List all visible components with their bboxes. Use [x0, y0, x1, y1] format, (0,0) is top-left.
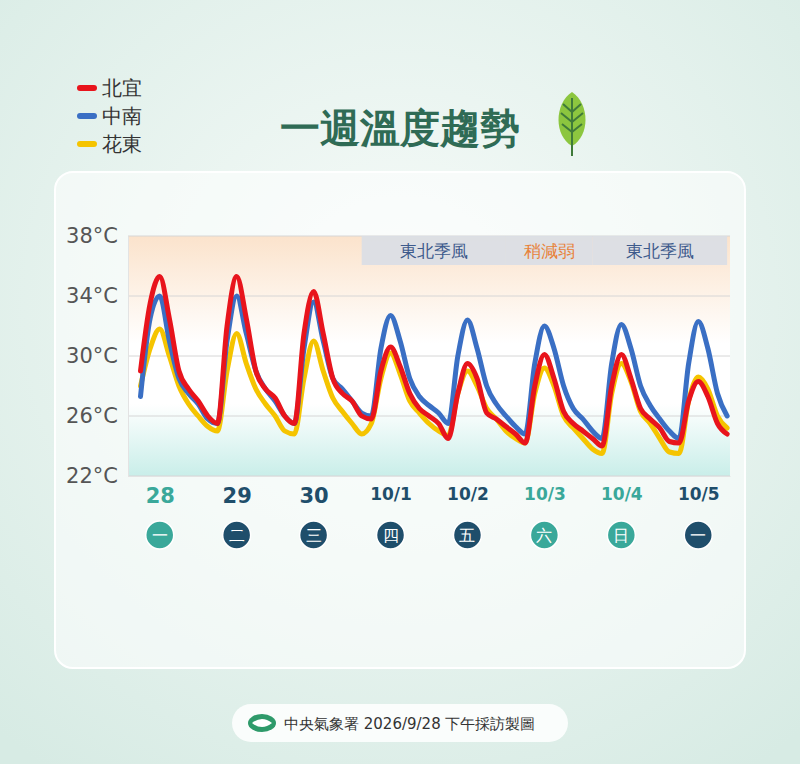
weekday-badge [377, 521, 405, 549]
y-tick-label: 26°C [66, 404, 118, 428]
x-tick-label: 10/2 [447, 484, 489, 504]
background [0, 0, 800, 764]
y-tick-label: 34°C [66, 284, 118, 308]
weekday-badge [453, 521, 481, 549]
weekday-label: 一 [152, 526, 168, 545]
footer-pill [232, 704, 568, 742]
annotation-text: 東北季風 [400, 241, 468, 261]
x-tick-label: 10/3 [524, 484, 566, 504]
weekday-badge [607, 521, 635, 549]
legend-swatch [80, 85, 94, 91]
legend-label: 中南 [102, 104, 142, 128]
title: 一週溫度趨勢 [280, 105, 520, 151]
x-tick: 10/4 [601, 476, 643, 504]
x-tick-label: 10/5 [678, 484, 720, 504]
legend-item: 北宜 [80, 76, 142, 100]
y-axis-line [128, 237, 129, 477]
chart: 一週溫度趨勢 北宜中南花東東北季風 稍減弱 東北季風 22°C 26°C 30°C 34°C 3… [0, 0, 800, 764]
y-tick: 26°C [66, 404, 128, 428]
weekday-badge [530, 521, 558, 549]
annotation-band [362, 236, 506, 265]
annotation-band [506, 236, 593, 265]
y-tick: 22°C [66, 464, 128, 488]
grid-line [128, 476, 730, 477]
x-tick: 10/5 [678, 476, 720, 504]
annotations: 東北季風 稍減弱 東北季風 [362, 236, 727, 265]
y-tick: 34°C [66, 284, 128, 308]
grid-line [128, 296, 730, 297]
y-tick-label: 30°C [66, 344, 118, 368]
footer: 中央氣象署 2026/9/28 下午採訪製圖 [232, 704, 568, 742]
x-tick: 10/2 [447, 476, 489, 504]
grid-line [128, 356, 730, 357]
weekdays: 一二三四五六日一 [146, 521, 713, 549]
leaf-icon [559, 92, 586, 156]
y-tick-label: 22°C [66, 464, 118, 488]
y-tick-label: 38°C [66, 224, 118, 248]
legend-label: 花東 [102, 132, 142, 156]
x-tick-label: 28 [146, 484, 175, 508]
y-tick: 38°C [66, 224, 128, 248]
x-tick-label: 10/4 [601, 484, 643, 504]
weekday-label: 二 [229, 526, 245, 545]
x-tick-label: 30 [299, 484, 328, 508]
x-tick-label: 29 [223, 484, 252, 508]
panel [55, 172, 745, 668]
legend-item: 中南 [80, 104, 142, 128]
weekday-badge [300, 521, 328, 549]
source: 中央氣象署 2026/9/28 下午採訪製圖 [284, 715, 535, 733]
plot-area [128, 236, 730, 476]
lines [141, 277, 728, 454]
annotation-band [592, 236, 727, 265]
x-tick: 10/3 [524, 476, 566, 504]
grid [128, 236, 730, 476]
annotation-text: 東北季風 [626, 241, 694, 261]
legend-item: 花東 [80, 132, 142, 156]
weekday-label: 六 [536, 526, 552, 545]
x-tick: 30 [299, 476, 328, 508]
weekday-label: 日 [613, 526, 629, 545]
weekday-label: 四 [383, 526, 399, 545]
x-tick: 29 [223, 476, 252, 508]
legend: 北宜中南花東 [80, 76, 142, 156]
legend-swatch [80, 141, 94, 147]
y-tick: 30°C [66, 344, 128, 368]
legend-label: 北宜 [102, 76, 142, 100]
weekday-label: 五 [459, 526, 475, 545]
annotation-text: 稍減弱 [524, 241, 575, 261]
logo-mark [252, 719, 272, 727]
x-tick-label: 10/1 [370, 484, 412, 504]
logo [248, 714, 276, 732]
weekday-label: 三 [306, 526, 322, 545]
weekday-badge [146, 521, 174, 549]
x-tick: 10/1 [370, 476, 412, 504]
x-tick: 28 [146, 476, 175, 508]
x-axis: 28 29 30 10/1 10/2 10/3 10/4 10/5 [129, 476, 731, 508]
weekday-label: 一 [690, 526, 706, 545]
legend-swatch [80, 113, 94, 119]
y-axis: 22°C 26°C 30°C 34°C 38°C [66, 224, 128, 488]
weekday-badge [223, 521, 251, 549]
x-axis-line [129, 476, 731, 477]
series-line [141, 277, 728, 447]
weekday-badge [684, 521, 712, 549]
